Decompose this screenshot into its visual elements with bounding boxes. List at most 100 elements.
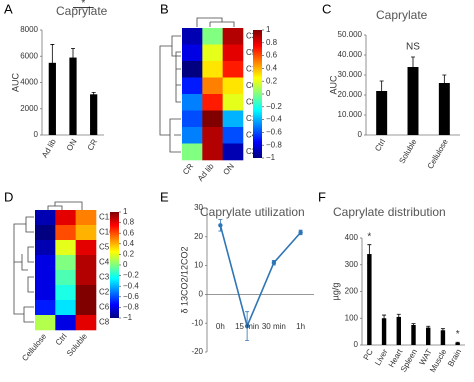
panel-label: E	[160, 189, 169, 204]
bar	[407, 67, 419, 135]
bar	[367, 254, 372, 345]
panel-label: B	[160, 1, 169, 16]
annotation: *	[456, 329, 460, 340]
annotation: *	[367, 231, 371, 242]
error-bar	[367, 244, 372, 264]
heatmap-cell	[182, 61, 203, 78]
point	[271, 260, 277, 265]
x-tick-label: Cellulose	[426, 137, 451, 170]
bar	[381, 318, 387, 345]
colorbar-label: −0.6	[266, 128, 282, 137]
heatmap-cell	[35, 225, 56, 241]
y-axis-label: δ 13CO2/12CO2	[179, 246, 189, 313]
colorbar-label: −1	[123, 313, 133, 322]
chart-title: Caprylate distribution	[333, 205, 446, 219]
heatmap-cell	[55, 240, 76, 256]
heatmap-cell	[35, 270, 56, 286]
annotation: *	[81, 0, 85, 9]
colorbar-label: 0	[123, 260, 128, 269]
row-label: C4	[99, 258, 110, 267]
heatmap-cell	[202, 127, 223, 144]
colorbar-label: −0.8	[266, 140, 282, 149]
point	[218, 223, 223, 228]
heatmap-cell	[182, 127, 203, 144]
y-tick-label: 10.000	[338, 110, 363, 119]
y-axis-label: µg/g	[330, 283, 340, 301]
y-tick-label: 30	[194, 203, 203, 212]
panel-label: F	[318, 189, 326, 204]
heatmap-cell	[75, 285, 97, 301]
colorbar-label: −0.8	[123, 303, 139, 312]
heatmap-cell	[202, 77, 223, 95]
error-bar	[442, 74, 447, 92]
error-bar	[382, 314, 387, 322]
x-tick-label: Ad lib	[40, 137, 58, 159]
heatmap-cell	[222, 77, 244, 95]
column-label: ON	[221, 162, 236, 177]
dendrogram-top-d	[47, 201, 83, 210]
heatmap-cell	[222, 143, 244, 161]
colorbar-label: −0.4	[123, 281, 139, 290]
y-tick-label: 2000	[20, 104, 38, 113]
column-label: Soluble	[65, 331, 89, 358]
colorbar-label: −0.4	[266, 115, 282, 124]
row-label: C4	[246, 130, 257, 139]
heatmap-cell	[35, 240, 56, 256]
bar	[455, 342, 460, 345]
y-tick-label: 300	[345, 260, 359, 269]
row-label: C5	[99, 243, 110, 252]
x-tick-label: CR	[86, 137, 100, 152]
error-bar	[71, 47, 75, 68]
x-tick-label: Soluble	[397, 137, 418, 165]
bar	[438, 83, 450, 135]
error-bar	[440, 328, 445, 333]
heatmap-cell	[75, 255, 97, 271]
row-label: C8	[99, 318, 110, 327]
row-label: C6	[99, 303, 110, 312]
heatmap-cell	[55, 315, 76, 331]
heatmap-cell	[182, 94, 203, 111]
heatmap-cell	[222, 28, 244, 45]
heatmap-cell	[202, 44, 223, 62]
row-label: C3	[246, 31, 257, 40]
colorbar-label: −1	[266, 153, 276, 162]
heatmap-cell	[35, 300, 56, 316]
column-label: Cellulose	[20, 331, 48, 362]
column-label: CR	[181, 162, 195, 177]
y-axis-label: AUC	[328, 75, 338, 95]
colorbar-label: 0.2	[266, 76, 278, 85]
y-tick-label: 0	[199, 290, 204, 299]
colorbar-label: 0	[266, 89, 271, 98]
row-label: C8	[246, 97, 257, 106]
colorbar	[110, 212, 119, 318]
heatmap-cell	[75, 225, 97, 241]
y-tick-label: 0	[34, 130, 39, 139]
annotation: NS	[406, 42, 420, 53]
column-label: Ad lib	[196, 161, 216, 183]
line	[219, 225, 302, 329]
bar	[411, 324, 416, 345]
bar	[440, 330, 446, 345]
heatmap-cell	[35, 210, 56, 226]
colorbar-label: 0.8	[266, 38, 278, 47]
x-tick-label: ON	[65, 137, 79, 152]
heatmap-cell	[202, 94, 223, 111]
heatmap-cell	[222, 127, 244, 144]
y-tick-label: 4000	[20, 78, 38, 87]
x-tick-label: 0h	[216, 322, 225, 331]
y-tick-label: 6000	[20, 51, 38, 60]
panel-label: D	[4, 189, 13, 204]
colorbar-label: 0.4	[266, 64, 278, 73]
chart-title: Caprylate	[376, 8, 428, 22]
heatmap-cell	[182, 28, 203, 45]
error-bar	[411, 56, 415, 78]
row-label: C5	[246, 48, 257, 57]
row-label: C2	[99, 288, 110, 297]
heatmap-cell	[182, 110, 203, 128]
heatmap-cell	[222, 110, 244, 128]
bar	[48, 62, 56, 135]
dendrogram-top-b	[196, 17, 235, 27]
row-label: C12	[99, 213, 114, 222]
error-bar	[455, 341, 460, 344]
